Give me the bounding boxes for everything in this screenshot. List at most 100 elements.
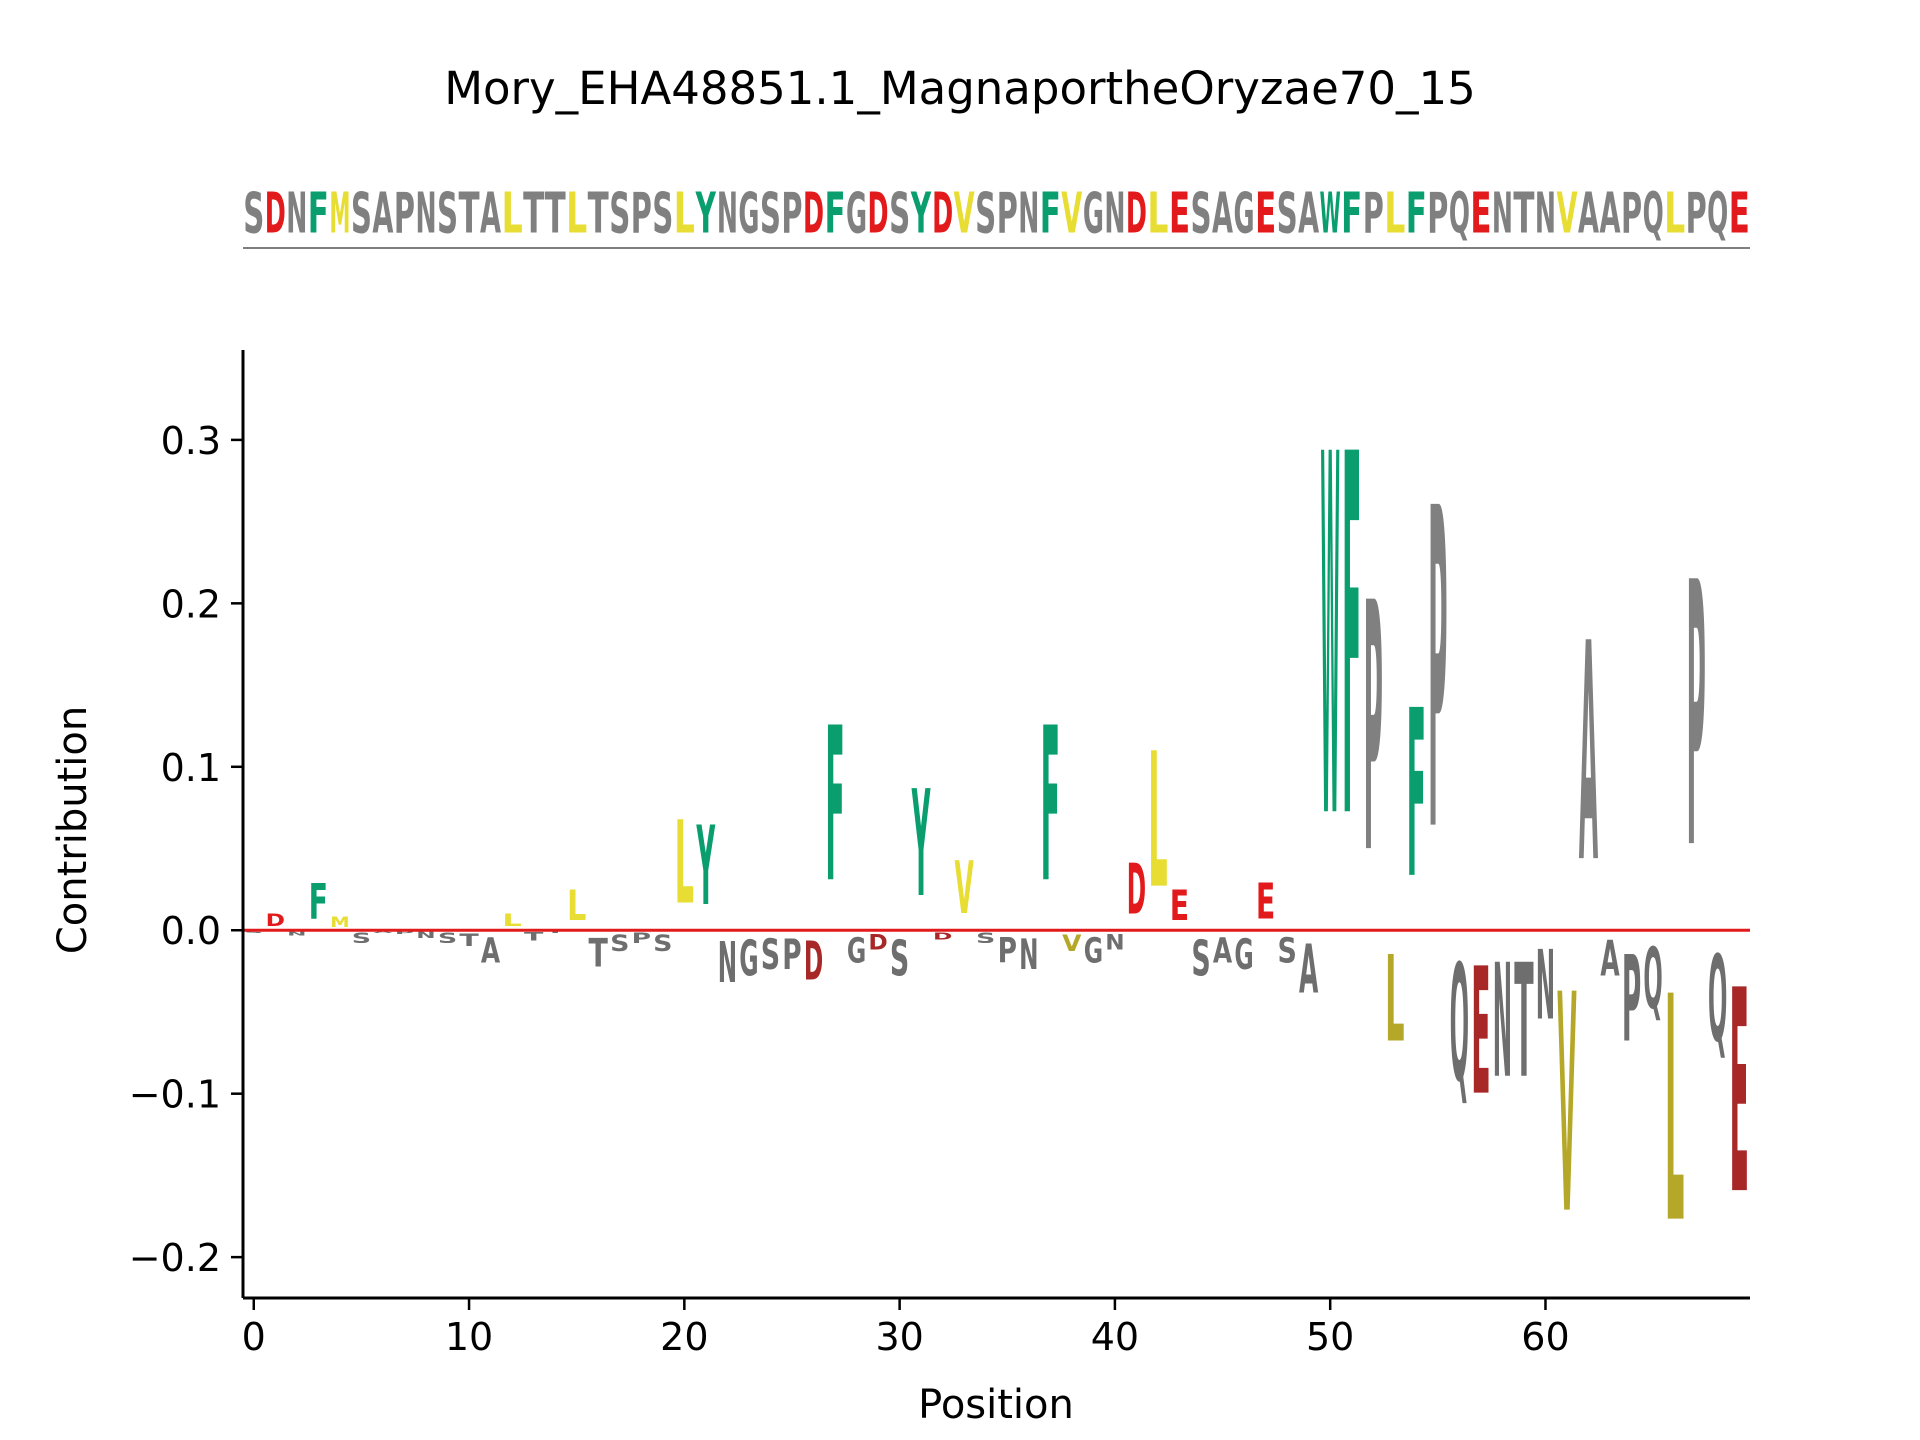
sequence-letter-12: L [502, 182, 523, 247]
sequence-letter-22: N [717, 181, 738, 247]
sequence-letter-68: Q [1707, 182, 1728, 247]
sequence-letter-0: S [243, 180, 264, 246]
sequence-letter-53: L [1384, 182, 1405, 247]
contribution-letter-14: T [545, 930, 565, 933]
contribution-letter-31: Y [911, 759, 930, 930]
contribution-letter-26: D [804, 930, 823, 992]
sequence-letter-30: S [889, 180, 910, 246]
contribution-letter-group-18: P [632, 931, 651, 947]
contribution-letter-5: S [352, 930, 371, 947]
sequence-letter-28: G [846, 179, 867, 246]
x-tick-label: 60 [1521, 1315, 1569, 1359]
contribution-letter-62: A [1579, 581, 1598, 930]
sequence-letter-55: P [1427, 180, 1448, 246]
y-tick-label: 0.1 [161, 746, 221, 790]
contribution-letter-65: Q [1643, 931, 1662, 1028]
contribution-letter-group-49: A [1299, 931, 1318, 1009]
contribution-letter-56: Q [1450, 932, 1469, 1119]
sequence-letter-54: F [1406, 182, 1427, 247]
sequence-letter-25: P [781, 180, 802, 246]
contribution-letter-group-39: G [1084, 931, 1103, 972]
contribution-letter-19: S [653, 932, 672, 957]
contribution-letter-group-38: V [1062, 931, 1082, 957]
x-tick-label: 40 [1091, 1315, 1139, 1359]
sequence-letter-52: P [1363, 180, 1384, 246]
contribution-letter-group-53: L [1385, 930, 1404, 1069]
y-tick-label: 0.3 [161, 419, 221, 463]
contribution-letter-16: T [589, 931, 609, 976]
sequence-letter-66: L [1664, 182, 1685, 247]
contribution-letter-group-56: Q [1450, 932, 1469, 1119]
sequence-letter-57: E [1470, 182, 1491, 247]
contribution-letter-group-36: N [1019, 932, 1038, 980]
contribution-letter-group-8: N [416, 930, 435, 940]
sequence-letter-7: P [394, 180, 415, 246]
contribution-letter-22: N [718, 932, 737, 996]
sequence-letter-2: N [286, 181, 307, 247]
x-tick-label: 20 [660, 1315, 708, 1359]
sequence-letter-32: D [932, 181, 953, 247]
contribution-letter-group-5: S [352, 930, 371, 947]
sequence-letter-63: A [1600, 180, 1621, 246]
sequence-letter-16: T [588, 182, 609, 247]
contribution-letter-36: N [1019, 932, 1038, 980]
contribution-letter-group-7: P [395, 930, 415, 935]
contribution-letter-group-24: S [761, 930, 780, 980]
contribution-letter-group-64: P [1622, 932, 1641, 1069]
contribution-letter-13: T [524, 930, 544, 943]
contribution-letter-group-26: D [804, 930, 823, 992]
contribution-letter-68: Q [1708, 931, 1727, 1069]
contribution-letter-24: S [761, 930, 780, 980]
contribution-letter-group-61: V [1557, 932, 1576, 1281]
contribution-letter-group-2: N [287, 931, 306, 937]
contribution-letter-group-28: G [847, 931, 866, 972]
contribution-letter-58: N [1493, 932, 1512, 1113]
y-axis-ticks: −0.2 −0.1 0.0 0.1 0.2 0.3 [129, 419, 243, 1280]
sequence-letter-3: F [308, 182, 329, 247]
sequence-letter-65: Q [1643, 182, 1664, 247]
contribution-letter-1: D [266, 912, 285, 931]
contribution-letter-46: G [1234, 932, 1253, 980]
sequence-letter-21: Y [695, 180, 717, 246]
sequence-letter-48: S [1277, 180, 1298, 246]
sequence-letter-64: P [1621, 180, 1642, 246]
sequence-letter-56: Q [1449, 182, 1470, 247]
sequence-letter-40: N [1104, 181, 1125, 247]
sequence-letter-62: A [1578, 180, 1599, 246]
contribution-letter-66: L [1665, 932, 1684, 1293]
sequence-letter-10: T [459, 182, 480, 247]
contribution-letter-34: S [976, 930, 995, 947]
contribution-letter-44: S [1191, 930, 1210, 988]
contribution-letter-group-0: S [244, 930, 263, 933]
contribution-letter-45: A [1213, 932, 1232, 972]
contribution-letter-7: P [395, 930, 415, 935]
y-axis-label: Contribution [50, 706, 96, 954]
y-tick-label: 0.2 [161, 582, 221, 626]
contribution-letter-63: A [1600, 931, 1620, 988]
contribution-letter-3: F [309, 873, 328, 930]
contribution-letter-55: P [1428, 417, 1447, 929]
sequence-letter-36: N [1018, 181, 1039, 247]
sequence-letter-6: A [372, 180, 393, 246]
sequence-letter-41: D [1126, 181, 1147, 247]
contribution-letter-29: D [868, 930, 887, 955]
contribution-letter-0: S [244, 930, 263, 933]
contribution-letter-group-13: T [524, 930, 544, 943]
contribution-letter-group-66: L [1665, 932, 1684, 1293]
contribution-letter-group-29: D [868, 930, 887, 955]
contribution-letter-group-46: G [1234, 932, 1253, 980]
sequence-letter-42: L [1147, 182, 1168, 247]
contribution-letter-21: Y [696, 803, 715, 930]
sequence-letter-49: A [1298, 180, 1319, 246]
sequence-letter-46: G [1234, 179, 1255, 246]
contribution-letter-18: P [632, 931, 651, 947]
contribution-letter-57: E [1471, 931, 1490, 1134]
contribution-letter-27: F [825, 682, 844, 930]
contribution-letter-60: N [1536, 931, 1555, 1042]
sequence-letter-15: L [566, 182, 587, 247]
sequence-letter-17: S [609, 180, 630, 246]
sequence-letter-38: V [1061, 180, 1082, 246]
sequence-letter-67: P [1686, 180, 1707, 246]
chart-title: Mory_EHA48851.1_MagnaportheOryzae70_15 [444, 62, 1476, 115]
contribution-letter-69: E [1730, 930, 1749, 1256]
